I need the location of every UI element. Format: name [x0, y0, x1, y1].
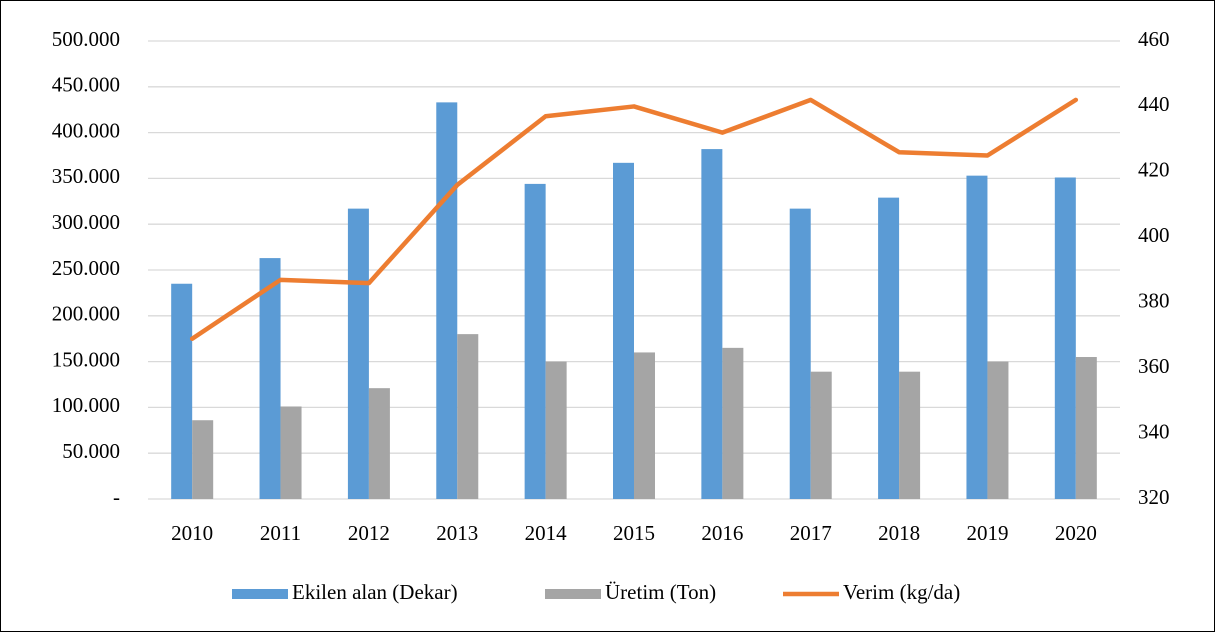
bar: [280, 406, 302, 499]
y-tick-label: 250.000: [52, 256, 120, 280]
bar: [722, 347, 744, 499]
y2-tick-label: 360: [1138, 354, 1170, 378]
x-tick-label: 2017: [790, 521, 832, 545]
y2-tick-label: 380: [1138, 289, 1170, 313]
x-tick-label: 2013: [436, 521, 478, 545]
y-tick-label: 500.000: [52, 27, 120, 51]
legend-label: Üretim (Ton): [605, 580, 716, 604]
x-tick-label: 2015: [613, 521, 655, 545]
line: [189, 97, 1079, 341]
bar: [899, 371, 921, 499]
bar: [1054, 177, 1076, 499]
y2-tick-label: 420: [1138, 158, 1170, 182]
y-tick-label: -: [113, 485, 120, 509]
bar: [368, 388, 390, 499]
x-tick-label: 2020: [1055, 521, 1097, 545]
x-tick-label: 2019: [966, 521, 1008, 545]
y-tick-label: 300.000: [52, 210, 120, 234]
y-tick-label: 350.000: [52, 164, 120, 188]
bar: [701, 149, 723, 499]
y-tick-label: 50.000: [62, 439, 120, 463]
legend-swatch: [545, 589, 601, 599]
y2-tick-label: 460: [1138, 27, 1170, 51]
y-tick-label: 400.000: [52, 118, 120, 142]
bar: [524, 183, 546, 499]
bar: [457, 334, 479, 499]
y-tick-label: 100.000: [52, 393, 120, 417]
y-tick-label: 150.000: [52, 347, 120, 371]
y2-tick-label: 440: [1138, 92, 1170, 116]
bar: [259, 258, 281, 499]
bar: [1075, 357, 1097, 499]
legend-label: Verim (kg/da): [843, 580, 960, 604]
bar: [987, 361, 1009, 499]
legend-swatch: [232, 589, 288, 599]
y-tick-label: 450.000: [52, 73, 120, 97]
legend-label: Ekilen alan (Dekar): [292, 580, 458, 604]
x-tick-label: 2012: [348, 521, 390, 545]
bar: [347, 208, 369, 500]
y2-tick-label: 340: [1138, 419, 1170, 443]
bar: [613, 162, 634, 499]
y-tick-label: 200.000: [52, 302, 120, 326]
bar: [789, 208, 811, 500]
x-tick-label: 2016: [701, 521, 743, 545]
y2-tick-label: 400: [1138, 223, 1170, 247]
bar: [436, 102, 458, 499]
bar: [171, 283, 193, 499]
x-tick-label: 2011: [260, 521, 301, 545]
bar: [966, 175, 988, 500]
x-tick-label: 2014: [525, 521, 568, 545]
x-tick-label: 2018: [878, 521, 920, 545]
y2-tick-label: 320: [1138, 485, 1170, 509]
bar: [634, 352, 655, 499]
bar: [878, 197, 900, 500]
bar: [545, 361, 567, 499]
bar: [192, 420, 214, 499]
x-tick-label: 2010: [171, 521, 213, 545]
bar: [810, 371, 832, 499]
